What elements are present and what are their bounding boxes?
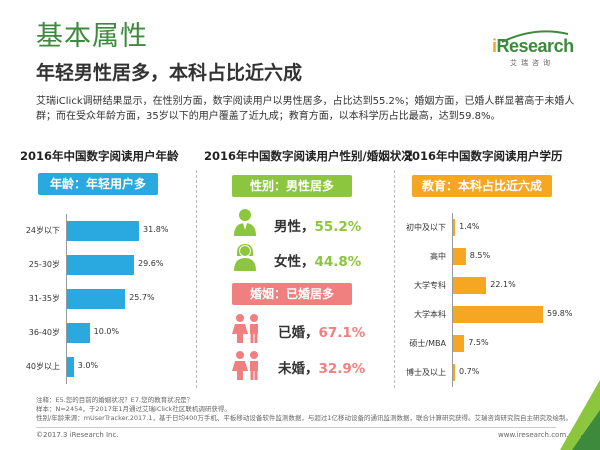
education-category-label: 大学本科	[414, 309, 446, 319]
education-value-label: 7.5%	[468, 337, 489, 347]
education-category-label: 博士及以上	[406, 367, 446, 377]
education-bar	[453, 306, 543, 323]
age-value-label: 31.8%	[143, 225, 169, 234]
age-axis	[66, 214, 67, 384]
married-label: 已婚，	[278, 325, 319, 341]
intro-text: 艾瑞iClick调研结果显示，在性别方面，数字阅读用户以男性居多，占比达到55.…	[36, 96, 575, 122]
male-row: 男性，55.2%	[274, 215, 361, 235]
education-category-label: 初中及以下	[406, 222, 446, 232]
married-pct: 67.1%	[318, 325, 366, 341]
age-tag: 年龄：年轻用户多	[38, 173, 158, 195]
female-label: 女性，	[274, 254, 315, 270]
age-chart-title: 2016年中国数字阅读用户年龄	[20, 149, 179, 163]
divider-right	[394, 170, 395, 388]
age-bar	[67, 255, 135, 275]
education-bar	[453, 335, 465, 352]
education-bar	[453, 277, 487, 294]
page-number: 36	[580, 434, 594, 445]
married-couple-icon	[232, 314, 258, 343]
education-value-label: 59.8%	[547, 308, 573, 318]
education-bar	[453, 364, 455, 381]
education-axis	[452, 213, 453, 387]
marital-tag: 婚姻：已婚居多	[232, 283, 352, 305]
gender-marital-title: 2016年中国数字阅读用户性别/婚姻状况	[204, 149, 413, 163]
age-bar	[67, 357, 74, 377]
copyright: ©2017.3 iResearch Inc.	[36, 431, 119, 439]
single-label: 未婚，	[278, 361, 319, 377]
age-category-label: 36-40岁	[28, 328, 60, 337]
education-value-label: 1.4%	[459, 221, 480, 231]
education-value-label: 0.7%	[459, 366, 480, 376]
age-category-label: 31-35岁	[28, 294, 60, 303]
corner-decoration-icon	[560, 380, 600, 450]
logo-word: iResearch	[492, 36, 574, 56]
footnote-1: 注释：E5.您的目前的婚姻状况？E7.您的教育状况是？	[36, 396, 194, 404]
education-value-label: 8.5%	[469, 250, 491, 260]
iresearch-logo: iResearch 艾瑞咨询	[492, 30, 574, 70]
female-pct: 44.8%	[314, 254, 362, 270]
female-person-icon	[234, 244, 256, 271]
age-value-label: 25.7%	[129, 293, 155, 302]
education-tag: 教育：本科占比近六成	[412, 175, 552, 197]
site-url: www.iresearch.com.cn	[498, 431, 577, 439]
education-category-label: 大学专科	[414, 280, 446, 290]
single-couple-icon	[232, 351, 258, 380]
age-value-label: 3.0%	[77, 361, 99, 370]
education-chart-title: 2016年中国数字阅读用户学历	[404, 149, 563, 163]
footnote-2: 样本：N=2454，于2017年1月通过艾瑞iClick社区联机调研获得。	[36, 405, 231, 413]
age-value-label: 10.0%	[93, 327, 120, 336]
male-label: 男性，	[274, 219, 315, 235]
male-pct: 55.2%	[314, 219, 362, 235]
divider-left	[196, 170, 197, 388]
slide-subtitle: 年轻男性居多，本科占比近六成	[36, 62, 303, 84]
gender-tag: 性别：男性居多	[232, 175, 352, 197]
age-category-label: 25-30岁	[28, 260, 60, 269]
single-row: 未婚，32.9%	[278, 357, 365, 377]
education-bar	[453, 219, 456, 236]
age-bar	[67, 289, 126, 309]
age-category-label: 24岁以下	[25, 226, 60, 235]
slide-title: 基本属性	[36, 21, 148, 52]
education-value-label: 22.1%	[490, 279, 516, 289]
married-row: 已婚，67.1%	[278, 321, 365, 341]
education-category-label: 高中	[430, 251, 446, 261]
education-category-label: 硕士/MBA	[409, 338, 446, 348]
footnote-3: 性别/年龄来源：mUserTracker.2017.1，基于日均400万手机、平…	[36, 414, 573, 422]
male-person-icon	[234, 209, 256, 236]
age-category-label: 40岁以上	[25, 362, 60, 371]
age-bar	[67, 323, 90, 343]
logo-swoosh-icon	[501, 30, 569, 43]
single-pct: 32.9%	[318, 361, 366, 377]
education-bar	[453, 248, 466, 265]
female-row: 女性，44.8%	[274, 250, 361, 270]
footer-divider	[36, 427, 556, 428]
logo-cn: 艾瑞咨询	[510, 59, 554, 67]
age-bar	[67, 221, 139, 241]
age-value-label: 29.6%	[138, 259, 164, 268]
